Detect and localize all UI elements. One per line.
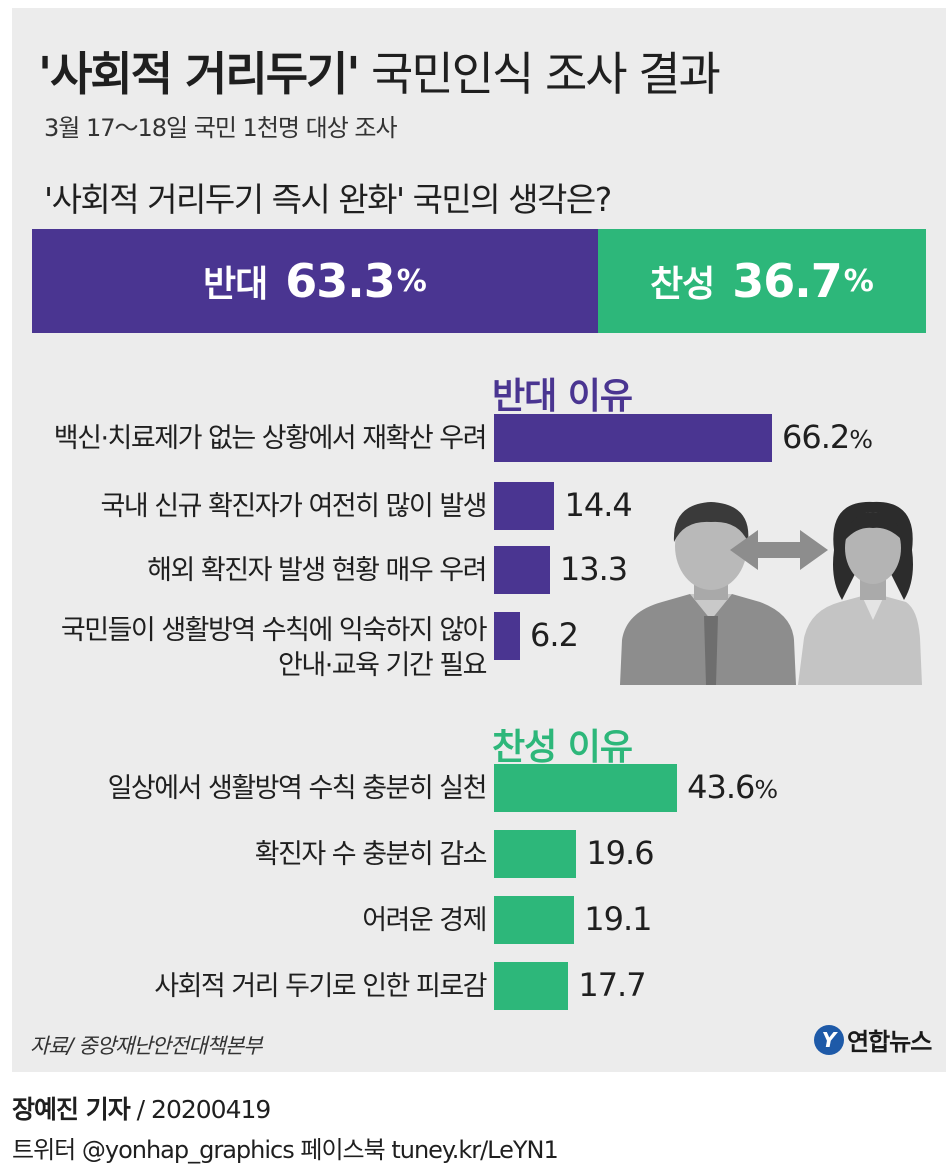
- publish-date: / 20200419: [129, 1095, 272, 1124]
- split-unit-support: %: [843, 263, 874, 299]
- title-rest: 국민인식 조사 결과: [358, 47, 721, 101]
- yonhap-logo-text: 연합뉴스: [847, 1028, 932, 1056]
- source-note: 자료/ 중앙재난안전대책본부: [30, 1034, 263, 1058]
- split-value-support: 36.7: [732, 254, 842, 308]
- oppose-reason-bar-2: [494, 482, 555, 530]
- support-reason-label-1-line-1: 일상에서 생활방역 수칙 충분히 실천: [107, 772, 488, 804]
- support-reason-label-3: 어려운 경제: [362, 903, 487, 938]
- support-reason-bar-4: [494, 962, 569, 1010]
- oppose-reason-label-1-line-1: 백신·치료제가 없는 상황에서 재확산 우려: [53, 422, 488, 454]
- oppose-reason-label-3-line-1: 해외 확진자 발생 현황 매우 우려: [147, 554, 487, 586]
- support-reason-value-number-3: 19.1: [584, 900, 652, 938]
- support-reason-bar-3: [494, 896, 575, 944]
- oppose-reason-label-2: 국내 신규 확진자가 여전히 많이 발생: [100, 489, 487, 524]
- split-bar-support: 찬성 36.7 %: [597, 229, 926, 333]
- support-reasons-title: 찬성 이유: [492, 727, 633, 768]
- oppose-reason-label-3: 해외 확진자 발생 현황 매우 우려: [147, 553, 487, 588]
- title-quoted: '사회적 거리두기': [38, 47, 360, 101]
- man-woman-arrows-icon: [620, 501, 922, 685]
- support-reason-bar-2: [494, 830, 577, 878]
- support-reason-value-number-4: 17.7: [578, 966, 646, 1004]
- support-reason-label-3-line-1: 어려운 경제: [362, 904, 487, 936]
- reporter-name: 장예진 기자: [12, 1095, 131, 1124]
- support-reason-label-2-line-1: 확진자 수 충분히 감소: [254, 838, 488, 870]
- oppose-reason-value-2: 14.4: [564, 486, 632, 524]
- page-title: '사회적 거리두기' 국민인식 조사 결과: [38, 38, 721, 104]
- oppose-reason-value-unit: %: [849, 425, 873, 454]
- reporter-credit: 장예진 기자 / 20200419: [12, 1090, 272, 1126]
- support-reason-value-number-2: 19.6: [586, 834, 654, 872]
- support-reason-label-4-line-1: 사회적 거리 두기로 인한 피로감: [154, 970, 487, 1002]
- split-bar-oppose: 반대 63.3 %: [32, 229, 598, 333]
- support-reason-bar-1: [494, 764, 678, 812]
- yonhap-logo-mark: Y: [814, 1024, 844, 1055]
- oppose-reason-value-number-1: 66.2: [782, 418, 850, 456]
- split-value-oppose: 63.3: [285, 254, 395, 308]
- split-bar-chart: 반대 63.3 % 찬성 36.7 %: [32, 229, 926, 333]
- oppose-reason-label-2-line-1: 국내 신규 확진자가 여전히 많이 발생: [100, 490, 487, 522]
- infographic-panel: [12, 8, 946, 1072]
- survey-subtitle: 3월 17～18일 국민 1천명 대상 조사: [44, 114, 398, 142]
- support-reason-value-2: 19.6: [586, 834, 654, 872]
- oppose-reason-value-1: 66.2%: [782, 418, 873, 456]
- support-reason-label-4: 사회적 거리 두기로 인한 피로감: [154, 969, 487, 1004]
- oppose-reason-bar-1: [494, 414, 773, 462]
- oppose-reason-value-number-2: 14.4: [564, 486, 632, 524]
- social-links: 트위터 @yonhap_graphics 페이스북 tuney.kr/LeYN1: [12, 1136, 559, 1164]
- support-reason-value-number-1: 43.6: [687, 768, 755, 806]
- oppose-reason-label-1: 백신·치료제가 없는 상황에서 재확산 우려: [53, 421, 488, 456]
- oppose-reason-value-number-3: 13.3: [559, 550, 628, 588]
- oppose-reason-label-4-line-1: 국민들이 생활방역 수칙에 익숙하지 않아: [60, 615, 488, 646]
- support-reason-value-1: 43.6%: [687, 768, 778, 806]
- yonhap-logo: Y 연합뉴스: [814, 1022, 932, 1057]
- support-reason-value-3: 19.1: [584, 900, 652, 938]
- oppose-reason-value-3: 13.3: [559, 550, 628, 588]
- support-reason-value-4: 17.7: [578, 966, 646, 1004]
- oppose-reason-bar-3: [494, 546, 550, 594]
- survey-question: '사회적 거리두기 즉시 완화' 국민의 생각은?: [44, 180, 612, 219]
- oppose-reason-value-4: 6.2: [530, 616, 579, 654]
- oppose-reason-value-number-4: 6.2: [530, 616, 579, 654]
- split-unit-oppose: %: [396, 263, 427, 299]
- split-label-oppose: 반대: [203, 264, 268, 305]
- split-label-support: 찬성: [650, 264, 715, 305]
- support-reason-value-unit: %: [754, 775, 778, 804]
- oppose-reasons-title: 반대 이유: [492, 376, 633, 417]
- support-reason-label-1: 일상에서 생활방역 수칙 충분히 실천: [107, 771, 488, 806]
- oppose-reason-bar-4: [494, 612, 521, 660]
- oppose-reason-label-4-line-2: 안내·교육 기간 필요: [278, 650, 487, 681]
- support-reason-label-2: 확진자 수 충분히 감소: [254, 837, 488, 872]
